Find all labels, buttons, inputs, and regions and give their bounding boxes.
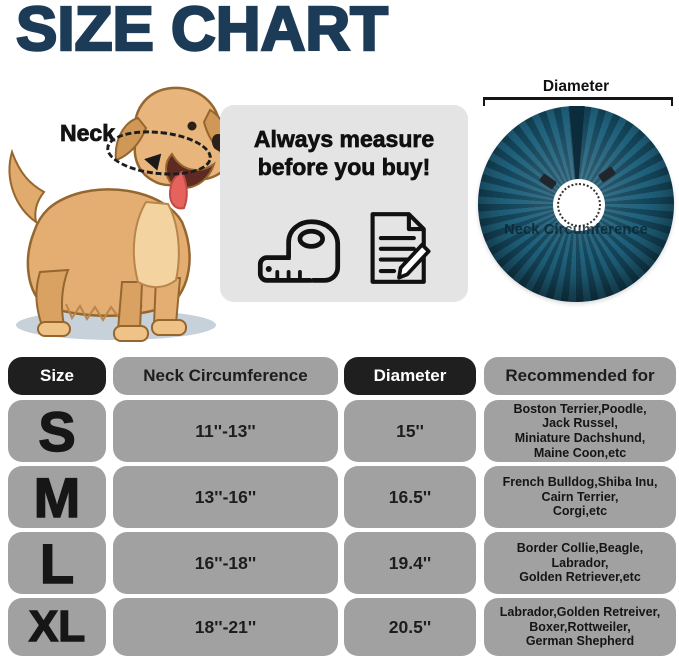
neck-hole-dotted-circle [557, 183, 601, 227]
size-value: L [39, 531, 75, 596]
table-header-row: Size Neck Circumference Diameter Recomme… [0, 357, 679, 395]
col-header-neck-circumference: Neck Circumference [113, 357, 338, 395]
table-row: S 11''-13'' 15'' Boston Terrier,Poodle, … [0, 399, 679, 464]
diameter-label: Diameter [542, 78, 610, 95]
recommended-value: French Bulldog,Shiba Inu, Cairn Terrier,… [502, 474, 658, 519]
measure-text-line1: Always measure [253, 126, 435, 153]
measure-callout: Always measure before you buy! [220, 105, 468, 302]
measure-callout-text: Always measure before you buy! [220, 125, 468, 181]
neck-value: 16''-18'' [194, 552, 257, 573]
collar-neck-hole [553, 179, 605, 231]
recommended-value: Labrador,Golden Retreiver, Boxer,Rottwei… [499, 604, 661, 649]
recommended-value: Boston Terrier,Poodle, Jack Russel, Mini… [513, 401, 647, 460]
document-pencil-icon [370, 212, 431, 284]
col-header-size: Size [8, 357, 106, 395]
dog-illustration [8, 86, 235, 342]
col-header-recommended-for: Recommended for [484, 357, 676, 395]
recommended-value: Border Collie,Beagle, Labrador, Golden R… [516, 540, 644, 585]
size-value: M [33, 465, 81, 530]
size-value: XL [28, 601, 86, 652]
diameter-value: 19.4'' [388, 552, 432, 573]
size-value: S [38, 399, 77, 464]
neck-label: Neck [60, 120, 116, 147]
neck-value: 13''-16'' [194, 486, 257, 507]
table-row: M 13''-16'' 16.5'' French Bulldog,Shiba … [0, 465, 679, 530]
diameter-value: 15'' [396, 420, 424, 441]
page-title: SIZE CHART [15, 0, 390, 65]
neck-circumference-label: Neck Circumference [504, 222, 648, 238]
diameter-bracket [483, 97, 673, 106]
tape-measure-icon [257, 219, 341, 283]
diameter-value: 16.5'' [388, 486, 432, 507]
col-header-diameter: Diameter [344, 357, 476, 395]
table-row: XL 18''-21'' 20.5'' Labrador,Golden Retr… [0, 598, 679, 656]
measure-text-line2: before you buy! [257, 154, 431, 181]
neck-value: 18''-21'' [194, 616, 257, 637]
diameter-value: 20.5'' [388, 616, 432, 637]
neck-value: 11''-13'' [195, 420, 256, 441]
table-row: L 16''-18'' 19.4'' Border Collie,Beagle,… [0, 531, 679, 596]
